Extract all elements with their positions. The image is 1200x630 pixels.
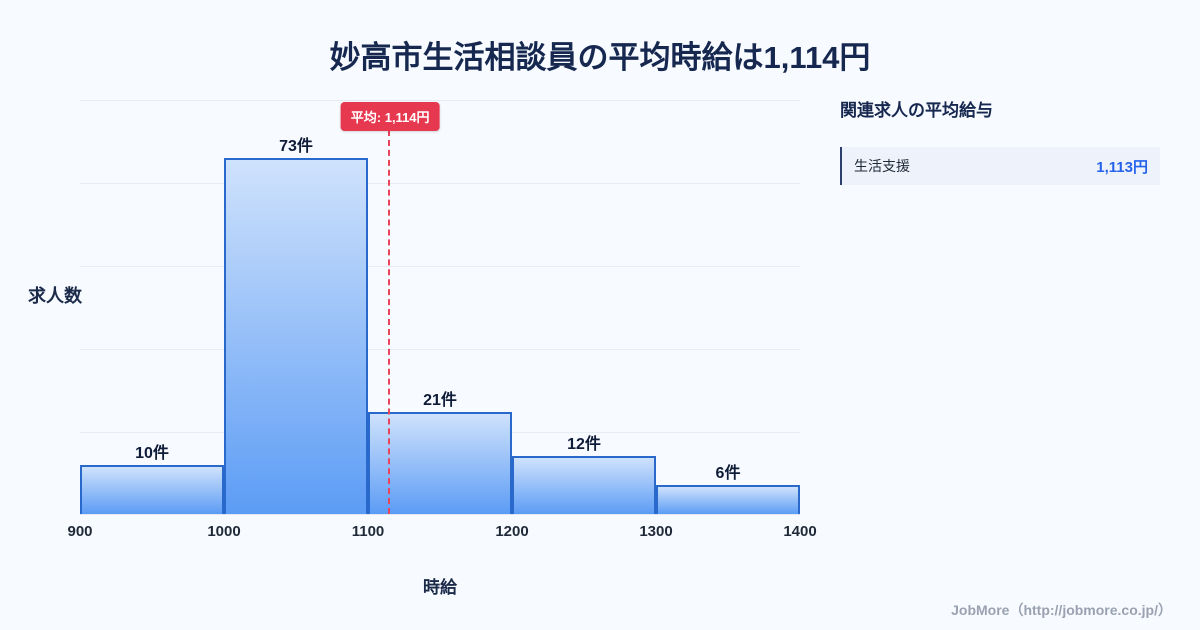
site-credit: JobMore（http://jobmore.co.jp/） [951,602,1172,618]
related-job-label: 生活支援 [854,158,910,174]
bar-count-label: 10件 [135,445,169,463]
related-job-row: 生活支援 1,113円 [840,147,1160,185]
bar-count-label: 6件 [715,464,741,482]
x-tick-label: 1100 [351,523,385,540]
x-tick-label: 1400 [783,523,817,540]
bar-count-label: 73件 [279,138,313,156]
bar-count-label: 21件 [423,391,457,409]
histogram-bar: 6件 [656,465,800,514]
x-tick-label: 900 [67,523,93,540]
average-line: 平均: 1,114円 [340,102,440,514]
related-job-value: 1,113円 [1096,158,1148,176]
page-title: 妙高市生活相談員の平均時給は1,114円 [329,40,871,75]
plot-area: 6件 12件 21件 73件 10件 平均: 1,114円 [80,100,800,515]
related-jobs-heading: 関連求人の平均給与 [840,101,993,120]
x-tick-label: 1300 [639,523,673,540]
average-badge: 平均: 1,114円 [340,102,440,131]
histogram-bar: 12件 [512,436,656,514]
x-tick-label: 1200 [495,523,529,540]
histogram-bar: 21件 [368,392,512,514]
x-axis-label: 時給 [423,578,457,597]
bar-count-label: 12件 [567,435,601,453]
histogram-bar: 10件 [80,445,224,514]
histogram-bar: 73件 [224,138,368,514]
histogram-chart: 6件 12件 21件 73件 10件 平均: 1,114円 900 1000 1100 120… [67,100,817,597]
y-axis-label: 求人数 [28,286,82,306]
x-axis-ticks: 900 1000 1100 1200 1300 1400 [67,515,816,547]
related-jobs-panel: 関連求人の平均給与 生活支援 1,113円 [840,96,1160,185]
x-tick-label: 1000 [207,523,241,540]
